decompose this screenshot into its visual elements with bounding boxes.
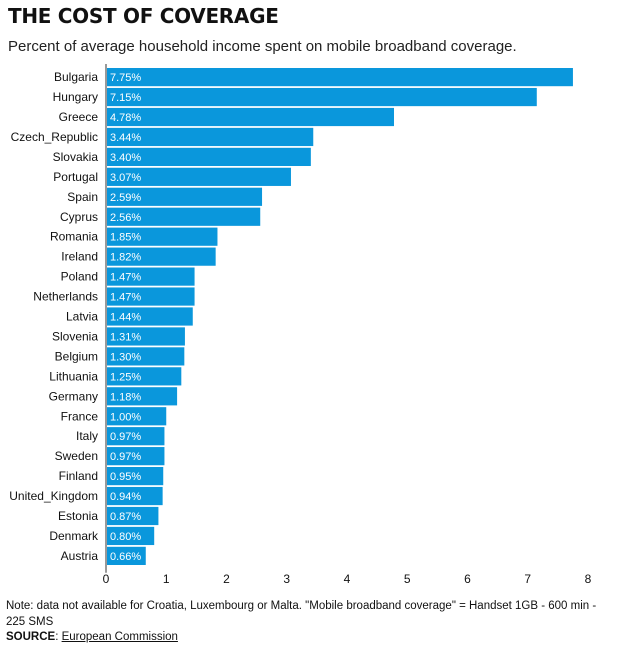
bar-value-label: 1.25% — [110, 371, 141, 383]
category-label: Belgium — [55, 349, 98, 363]
category-label: Denmark — [49, 529, 99, 543]
bar-value-label: 0.95% — [110, 471, 141, 483]
x-tick-label: 1 — [163, 572, 170, 586]
bar — [107, 187, 263, 206]
bar — [107, 147, 311, 166]
bar — [107, 467, 164, 486]
bar — [107, 367, 182, 386]
chart-title: THE COST OF COVERAGE — [8, 4, 279, 28]
bar-value-label: 1.85% — [110, 232, 141, 244]
category-label: Bulgaria — [54, 70, 98, 84]
x-tick-label: 5 — [404, 572, 411, 586]
bar-value-label: 1.30% — [110, 351, 141, 363]
bar-value-label: 0.94% — [110, 491, 141, 503]
category-label: Latvia — [66, 310, 98, 324]
x-tick-label: 7 — [524, 572, 531, 586]
category-label: Slovenia — [52, 329, 98, 343]
bar — [107, 267, 195, 286]
x-tick-label: 3 — [283, 572, 290, 586]
bar-value-label: 2.56% — [110, 212, 141, 224]
bar — [107, 387, 178, 406]
bar-value-label: 2.59% — [110, 192, 141, 204]
chart-subtitle: Percent of average household income spen… — [8, 38, 517, 55]
category-label: Austria — [61, 549, 99, 563]
bar-value-label: 1.44% — [110, 312, 141, 324]
category-label: Netherlands — [33, 290, 98, 304]
category-label: Czech_Republic — [11, 130, 98, 144]
bar-value-label: 0.80% — [110, 531, 141, 543]
x-tick-label: 0 — [103, 572, 110, 586]
category-label: Lithuania — [49, 369, 98, 383]
bar — [107, 127, 314, 147]
bar — [107, 227, 218, 246]
category-label: Romania — [50, 230, 98, 244]
x-tick-label: 2 — [223, 572, 230, 586]
chart-note: Note: data not available for Croatia, Lu… — [6, 600, 597, 628]
bar — [107, 87, 537, 107]
category-label: Estonia — [58, 509, 98, 523]
category-label: Greece — [59, 110, 99, 124]
category-label: Hungary — [53, 90, 98, 104]
bar — [107, 307, 193, 326]
bar-value-label: 1.47% — [110, 272, 141, 284]
category-label: Spain — [67, 190, 98, 204]
category-label: Poland — [61, 270, 98, 284]
bar-value-label: 1.31% — [110, 331, 141, 343]
bar — [107, 347, 185, 366]
bar-value-label: 1.18% — [110, 391, 141, 403]
category-label: Slovakia — [53, 150, 99, 164]
source-link[interactable]: European Commission — [61, 631, 178, 643]
x-tick-label: 6 — [464, 572, 471, 586]
category-label: Cyprus — [60, 210, 98, 224]
bar-value-label: 1.82% — [110, 252, 141, 264]
x-tick-label: 4 — [344, 572, 351, 586]
category-label: Sweden — [55, 449, 98, 463]
bar — [107, 107, 394, 127]
bar-value-label: 1.47% — [110, 292, 141, 304]
bar — [107, 506, 159, 526]
category-label: Germany — [49, 389, 98, 403]
bar — [107, 287, 195, 306]
bar — [107, 68, 573, 87]
bar — [107, 447, 165, 466]
bar — [107, 427, 165, 446]
category-label: France — [61, 409, 99, 423]
bar — [107, 526, 155, 546]
bar-value-label: 0.66% — [110, 551, 141, 563]
bar — [107, 486, 163, 506]
bar-value-label: 0.97% — [110, 451, 141, 463]
source-line: SOURCE: European Commission — [6, 631, 178, 643]
category-label: Finland — [59, 469, 98, 483]
category-label: United_Kingdom — [9, 489, 98, 503]
bar-value-label: 0.87% — [110, 511, 141, 523]
bar — [107, 207, 261, 226]
bar-chart: Bulgaria 7.75% Hungary 7.15% Greece 4.78% Czec… — [9, 64, 592, 586]
bar-value-label: 3.07% — [110, 172, 141, 184]
bar-value-label: 0.97% — [110, 431, 141, 443]
bar — [107, 167, 291, 186]
bar — [107, 247, 216, 266]
category-label: Ireland — [61, 250, 98, 264]
bar — [107, 407, 167, 426]
bar — [107, 327, 185, 346]
bar-value-label: 4.78% — [110, 112, 141, 124]
x-tick-label: 8 — [585, 572, 592, 586]
bar-value-label: 3.44% — [110, 132, 141, 144]
bar-value-label: 7.75% — [110, 72, 141, 84]
bar-value-label: 1.00% — [110, 411, 141, 423]
bar-value-label: 3.40% — [110, 152, 141, 164]
bar — [107, 546, 146, 565]
category-label: Italy — [76, 429, 98, 443]
category-label: Portugal — [53, 170, 98, 184]
source-label: SOURCE — [6, 631, 56, 643]
bar-value-label: 7.15% — [110, 92, 141, 104]
